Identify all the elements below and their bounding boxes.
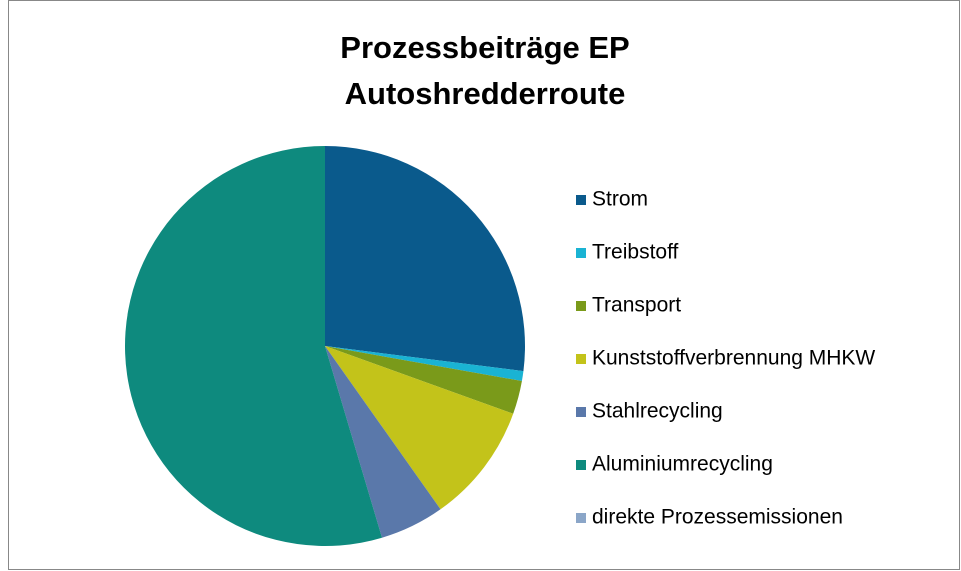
legend-swatch — [576, 248, 586, 258]
legend-label: Treibstoff — [592, 241, 679, 264]
legend-swatch — [576, 354, 586, 364]
pie-slice — [124, 146, 383, 546]
legend-swatch — [576, 460, 586, 470]
pie-slice — [325, 346, 522, 414]
legend-label: Stahlrecycling — [592, 400, 723, 423]
pie-slice — [325, 346, 524, 382]
legend-label: direkte Prozessemissionen — [592, 506, 843, 529]
chart-title: Autoshredderroute — [345, 76, 626, 111]
legend-swatch — [576, 301, 586, 311]
legend-swatch — [576, 407, 586, 417]
chart-title: Prozessbeiträge EP — [340, 30, 629, 65]
legend-swatch — [576, 513, 586, 523]
pie-slice — [325, 346, 514, 510]
legend-label: Kunststoffverbrennung MHKW — [592, 347, 875, 370]
pie-slice — [325, 146, 525, 372]
legend-swatch — [576, 195, 586, 205]
pie-slice — [325, 346, 441, 538]
legend-label: Aluminiumrecycling — [592, 453, 773, 476]
legend-label: Transport — [592, 294, 681, 317]
legend-label: Strom — [592, 188, 648, 211]
